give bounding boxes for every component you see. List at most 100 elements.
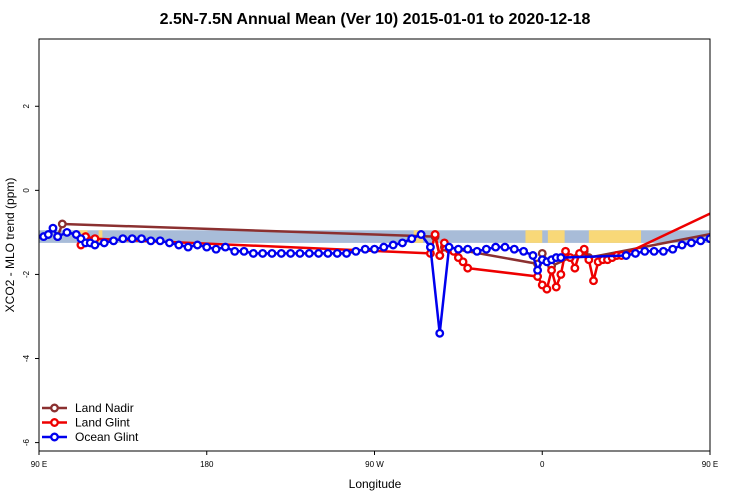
x-tick-label: 90 E [702,460,718,469]
data-point [351,246,361,256]
data-point [155,236,165,246]
data-point [398,238,407,248]
data-point [556,269,566,279]
legend-marker [50,418,59,427]
data-point [677,240,687,250]
data-point [649,246,659,256]
x-tick-label: 180 [200,460,214,469]
data-point [435,328,445,338]
data-point [267,248,277,258]
data-point [388,240,398,250]
series-layer [39,208,750,338]
data-point [258,248,268,258]
data-point [53,232,63,242]
data-point [547,265,557,275]
data-point [744,229,750,236]
data-point [463,244,473,254]
data-point [435,251,445,260]
data-point [533,265,543,275]
data-point [696,236,706,246]
data-point [127,234,137,244]
data-point [509,244,519,254]
data-point [658,246,668,256]
data-point [230,246,240,256]
data-point [481,244,491,254]
y-tick-label: -6 [22,438,31,446]
legend-marker [50,403,59,413]
data-point [332,248,342,258]
data-point [551,282,561,292]
data-point [146,236,156,246]
data-point [716,233,723,240]
data-point [90,240,100,250]
data-point [430,230,440,239]
data-point [220,242,230,252]
data-point [239,246,249,256]
data-point [444,242,454,252]
data-point [716,229,723,236]
map-band [39,230,730,243]
data-point [561,246,570,256]
data-point [192,240,202,250]
data-point [463,263,473,273]
legend-label: Ocean Glint [75,430,139,444]
y-axis-label: XCO2 - MLO trend (ppm) [3,178,17,313]
data-point [579,244,589,254]
data-point [542,284,552,294]
data-point [621,251,631,260]
data-point [248,248,258,258]
data-point [370,244,379,254]
data-point [453,244,463,254]
data-point [730,221,737,228]
land-segment [721,230,730,243]
y-tick-label: -4 [22,354,31,362]
x-axis-label: Longitude [349,477,402,491]
data-point [360,244,370,254]
data-point [735,231,742,238]
data-point [109,236,119,246]
land-segment [525,230,543,243]
legend-label: Land Glint [75,416,130,430]
data-point [314,248,324,258]
data-point [304,248,314,258]
data-point [202,242,212,252]
legend-item: Land Nadir [42,401,134,415]
legend-marker [50,432,59,442]
data-point [118,234,128,244]
data-point [276,248,286,258]
x-tick-label: 90 W [365,460,384,469]
legend-item: Land Glint [42,416,130,430]
data-point [711,208,718,215]
data-point [640,246,650,256]
data-point [286,248,296,258]
data-point [725,225,732,232]
data-point [500,242,510,252]
data-point [295,248,305,258]
land-segment [547,230,565,243]
data-point [556,253,566,263]
y-tick-label: 0 [22,188,31,193]
data-point [342,248,351,258]
x-tick-label: 90 E [31,460,47,469]
data-point [379,242,389,252]
data-point [323,248,333,258]
data-point [630,248,640,258]
y-axis: 2 0 -2 -4 -6 [22,103,39,446]
y-tick-label: 2 [22,103,31,108]
data-point [528,251,538,260]
data-point [62,227,72,237]
y-tick-label: -2 [22,270,31,278]
data-point [137,234,146,244]
land-segment [588,230,642,243]
data-point [174,240,184,250]
data-point [705,234,710,244]
data-point [686,238,696,248]
data-point [668,244,678,254]
data-point [458,257,468,267]
data-point [99,238,109,248]
data-point [425,242,435,252]
data-point [165,238,174,248]
chart-title: 2.5N-7.5N Annual Mean (Ver 10) 2015-01-0… [160,11,591,28]
